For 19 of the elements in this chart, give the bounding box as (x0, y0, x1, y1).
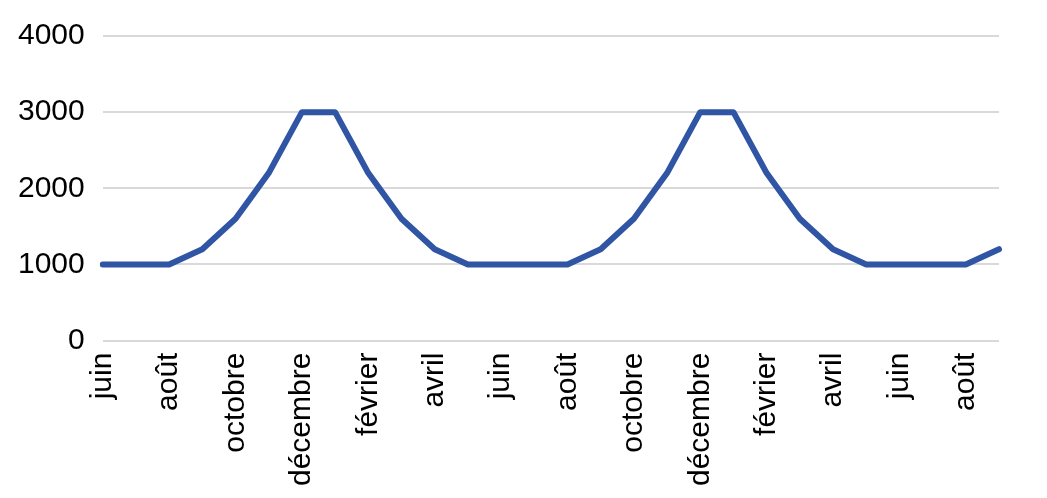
x-tick-label: février (349, 352, 383, 436)
x-tick-label: octobre (615, 352, 649, 453)
x-tick-label: octobre (216, 352, 250, 453)
x-tick-label: août (150, 351, 184, 411)
x-tick-label: décembre (283, 352, 317, 486)
y-tick-label: 1000 (17, 245, 85, 279)
x-tick-label: août (947, 351, 981, 411)
x-tick-label: juin (84, 352, 117, 401)
y-tick-label: 0 (68, 321, 85, 355)
y-tick-label: 3000 (17, 93, 85, 127)
x-tick-label: juin (880, 352, 914, 401)
x-tick-label: février (747, 352, 781, 436)
x-tick-label: avril (415, 352, 449, 408)
x-tick-label: avril (814, 352, 848, 408)
x-tick-label: décembre (681, 352, 715, 486)
y-tick-label: 4000 (17, 17, 85, 51)
x-tick-label: août (548, 351, 582, 411)
x-tick-label: juin (482, 352, 516, 401)
y-tick-label: 2000 (17, 169, 85, 203)
